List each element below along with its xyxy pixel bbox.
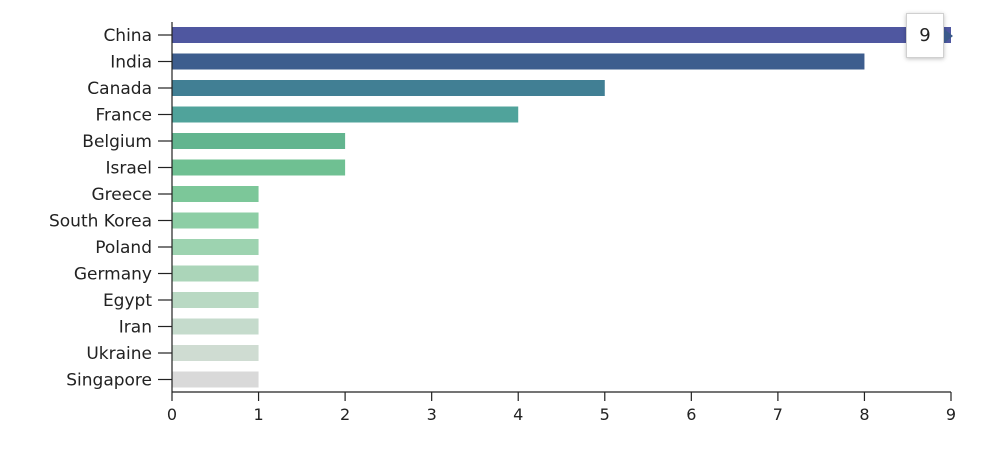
category-label: Egypt [103,291,152,311]
x-tick-label: 9 [946,405,956,424]
category-label: South Korea [49,212,152,232]
x-tick-label: 0 [167,405,177,424]
bar-france[interactable] [172,106,519,123]
bar-china[interactable] [172,27,951,43]
tooltip-pointer [944,29,953,43]
x-tick-label: 2 [340,405,350,424]
bar-germany[interactable] [172,265,259,282]
bar-poland[interactable] [172,239,259,255]
category-label: Greece [91,185,152,205]
bar-india[interactable] [172,53,865,70]
category-labels: China India Canada France Belgium Israel Greec… [49,26,172,391]
x-axis: 0 1 2 3 4 5 6 7 8 9 [167,391,956,424]
x-tick-label: 6 [686,405,696,424]
category-label: Canada [87,79,152,99]
x-tick-label: 1 [253,405,263,424]
category-label: Israel [106,159,152,179]
category-label: China [103,26,152,46]
bar-south-korea[interactable] [172,212,259,229]
x-tick-label: 7 [773,405,783,424]
category-label: Poland [95,238,152,258]
x-tick-label: 3 [427,405,437,424]
bar-canada[interactable] [172,80,605,96]
bar-greece[interactable] [172,186,259,202]
category-label: Iran [119,318,152,338]
x-tick-label: 4 [513,405,523,424]
x-tick-label: 5 [600,405,610,424]
value-tooltip: 9 [906,13,953,58]
bar-egypt[interactable] [172,292,259,308]
bar-iran[interactable] [172,318,259,335]
category-label: Germany [74,265,152,285]
category-label: France [95,106,152,126]
bars-group [172,27,951,388]
bar-singapore[interactable] [172,371,259,388]
bar-ukraine[interactable] [172,345,259,361]
category-label: India [110,53,152,73]
category-label: Belgium [82,132,152,152]
category-label: Ukraine [86,344,152,364]
bar-belgium[interactable] [172,133,346,149]
x-tick-label: 8 [859,405,869,424]
bar-israel[interactable] [172,159,346,176]
tooltip-value: 9 [919,25,931,46]
category-label: Singapore [66,371,152,391]
